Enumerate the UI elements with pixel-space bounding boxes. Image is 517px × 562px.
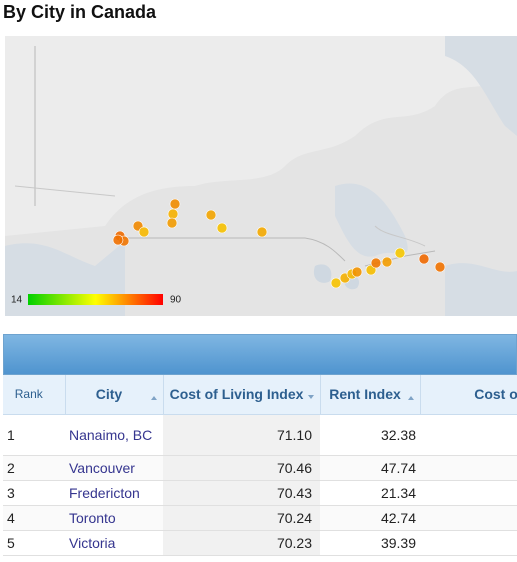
table-cell: 70.43	[163, 480, 320, 506]
table-cell	[420, 530, 517, 556]
table-cell: 42.74	[320, 505, 420, 531]
table-row: 4 Toronto 70.24 42.74	[3, 505, 517, 531]
table-cell: 4	[3, 505, 65, 531]
legend-gradient	[28, 294, 163, 305]
table-cell: 70.46	[163, 455, 320, 481]
city-link[interactable]: Fredericton	[65, 480, 163, 506]
table-cell: 39.39	[320, 530, 420, 556]
table-cell: 70.23	[163, 530, 320, 556]
column-header[interactable]: City	[65, 375, 164, 415]
table-cell	[420, 480, 517, 506]
city-link[interactable]: Vancouver	[65, 455, 163, 481]
city-markers	[112, 198, 446, 289]
table-cell: 1	[3, 414, 65, 456]
title: By City in Canada	[3, 2, 157, 22]
table-row: 2 Vancouver 70.46 47.74	[3, 455, 517, 481]
table-row: 5 Victoria 70.23 39.39	[3, 530, 517, 556]
city-link[interactable]: Victoria	[65, 530, 163, 556]
column-header: Rank	[3, 375, 66, 415]
table-panel: Rank City Cost of Living Index Rent Index Co…	[3, 334, 517, 562]
column-header[interactable]: Cost of Li	[420, 375, 517, 415]
table-cell: 71.10	[163, 414, 320, 456]
table-toolbar	[3, 334, 517, 375]
legend-max: 90	[170, 295, 182, 306]
city-link[interactable]: Toronto	[65, 505, 163, 531]
table-cell: 3	[3, 480, 65, 506]
table-cell: 2	[3, 455, 65, 481]
table-cell	[420, 505, 517, 531]
column-header[interactable]: Cost of Living Index	[163, 375, 321, 415]
table-row: 1 Nanaimo, BC 71.10 32.38	[3, 414, 517, 456]
table-cell: 32.38	[320, 414, 420, 456]
table-cell: 5	[3, 530, 65, 556]
table-cell: 47.74	[320, 455, 420, 481]
table-cell: 70.24	[163, 505, 320, 531]
data-table: Rank City Cost of Living Index Rent Index Co…	[3, 375, 517, 556]
table-cell	[420, 414, 517, 456]
legend-min: 14	[11, 295, 23, 306]
city-link[interactable]: Nanaimo, BC	[65, 414, 163, 456]
table-cell: 21.34	[320, 480, 420, 506]
map: 14 90	[5, 36, 517, 316]
column-header[interactable]: Rent Index	[320, 375, 421, 415]
table-cell	[420, 455, 517, 481]
table-row: 3 Fredericton 70.43 21.34	[3, 480, 517, 506]
